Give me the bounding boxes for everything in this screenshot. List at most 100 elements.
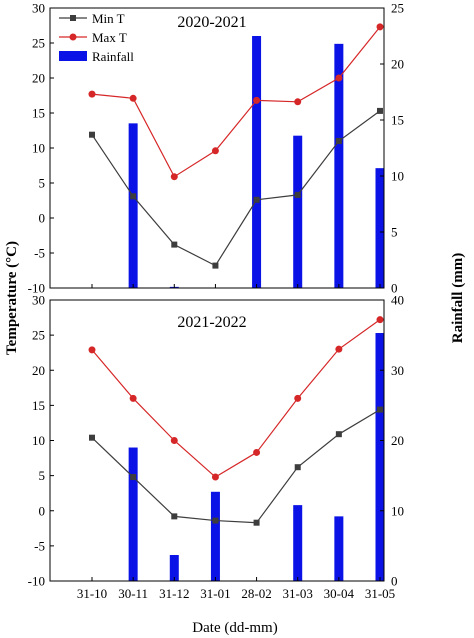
rainfall-bar (293, 505, 303, 581)
right-tick-label: 0 (391, 281, 398, 296)
min-t-point (377, 107, 383, 114)
max-t-point (170, 437, 178, 444)
left-tick-label: 5 (39, 176, 46, 191)
max-t-point (294, 98, 302, 106)
max-t-point (335, 345, 343, 353)
min-t-point (89, 434, 95, 441)
max-t-point (129, 394, 137, 402)
min-t-point (294, 464, 301, 471)
x-tick-label: 31-12 (159, 586, 189, 601)
left-tick-label: 0 (39, 503, 46, 518)
x-axis-label: Date (dd-mm) (192, 620, 277, 636)
rainfall-bar (252, 36, 262, 288)
left-tick-label: 30 (32, 293, 45, 308)
left-tick-label: 5 (39, 468, 46, 483)
max-t-point (294, 394, 302, 402)
left-tick-label: -5 (34, 538, 45, 553)
left-tick-label: -10 (28, 281, 45, 296)
min-t-point (294, 191, 301, 198)
rainfall-bar (334, 43, 344, 289)
right-tick-label: 25 (391, 1, 404, 16)
lines-layer (91, 26, 381, 267)
max-t-point (211, 147, 219, 155)
panel-2021-2022: -10 -5 0 5 10 15 20 25 30 0 10 20 30 40 31-10 30-11 31-1… (28, 293, 404, 602)
right-tick-label: 10 (391, 169, 404, 184)
rainfall-bar (375, 168, 385, 288)
right-tick-label: 10 (391, 503, 404, 518)
min-t-point (253, 519, 260, 526)
max-t-line (91, 26, 381, 178)
max-t-point (129, 94, 137, 102)
min-t-point (130, 474, 137, 481)
max-t-point (170, 173, 178, 181)
left-tick-label: 10 (32, 141, 45, 156)
panel-title: 2020-2021 (177, 14, 246, 31)
markers-layer (88, 316, 384, 526)
left-tick-label: 15 (32, 106, 45, 121)
left-tick-label: 20 (32, 363, 45, 378)
ticks-layer: -10 -5 0 5 10 15 20 25 30 0 5 10 15 20 25 (28, 1, 404, 296)
min-t-line (91, 110, 381, 267)
legend-max-t-label: Max T (92, 30, 127, 45)
rainfall-bar (293, 135, 303, 288)
rainfall-bar (375, 333, 385, 581)
left-tick-label: 30 (32, 1, 45, 16)
right-tick-label: 15 (391, 113, 404, 128)
ticks-layer: -10 -5 0 5 10 15 20 25 30 0 10 20 30 40 31-10 30-11 31-1… (28, 293, 404, 602)
right-tick-label: 40 (391, 293, 404, 308)
left-tick-label: -10 (28, 574, 45, 589)
max-t-point (253, 96, 261, 104)
legend-min-t-marker (70, 15, 76, 21)
max-t-point (335, 74, 343, 82)
legend: Min T Max T Rainfall (59, 11, 134, 64)
left-tick-label: -5 (34, 246, 45, 261)
min-t-point (171, 241, 178, 248)
max-t-line (91, 319, 381, 478)
right-tick-label: 5 (391, 225, 398, 240)
right-tick-label: 0 (391, 574, 398, 589)
right-tick-label: 20 (391, 433, 404, 448)
max-t-point (376, 23, 384, 31)
rainfall-bar (334, 516, 344, 581)
panel-2020-2021: -10 -5 0 5 10 15 20 25 30 0 5 10 15 20 25 2020-2021 Mi… (28, 1, 404, 296)
min-t-point (212, 517, 219, 524)
right-tick-label: 20 (391, 57, 404, 72)
legend-min-t-label: Min T (92, 11, 125, 26)
left-tick-label: 20 (32, 71, 45, 86)
x-tick-label: 31-03 (283, 586, 313, 601)
rainfall-bar (169, 555, 179, 581)
x-tick-label: 31-01 (200, 586, 230, 601)
right-tick-label: 30 (391, 363, 404, 378)
left-tick-label: 0 (39, 211, 46, 226)
left-tick-label: 25 (32, 36, 45, 51)
min-t-point (253, 196, 260, 203)
x-tick-label: 30-04 (324, 586, 355, 601)
markers-layer (88, 23, 384, 269)
min-t-point (335, 431, 342, 438)
min-t-point (171, 513, 178, 520)
min-t-point (212, 262, 219, 269)
rainfall-bar (210, 491, 220, 581)
min-t-point (130, 193, 137, 200)
max-t-point (88, 346, 96, 354)
left-axis-label: Temperature (°C) (4, 241, 20, 355)
max-t-point (211, 473, 219, 481)
min-t-point (89, 131, 95, 138)
max-t-point (376, 316, 384, 324)
x-tick-label: 31-05 (365, 586, 395, 601)
legend-rainfall-swatch (59, 51, 87, 61)
max-t-point (88, 90, 96, 98)
rainfall-bar (128, 447, 138, 581)
x-tick-label: 31-10 (77, 586, 107, 601)
left-tick-label: 10 (32, 433, 45, 448)
legend-rainfall-label: Rainfall (92, 49, 134, 64)
x-tick-label: 30-11 (118, 586, 148, 601)
lines-layer (91, 319, 381, 524)
max-t-point (253, 448, 261, 456)
x-tick-label: 28-02 (241, 586, 271, 601)
right-axis-label: Rainfall (mm) (450, 253, 466, 343)
rainfall-bar (128, 123, 138, 288)
bars-layer (128, 333, 385, 581)
left-tick-label: 15 (32, 398, 45, 413)
